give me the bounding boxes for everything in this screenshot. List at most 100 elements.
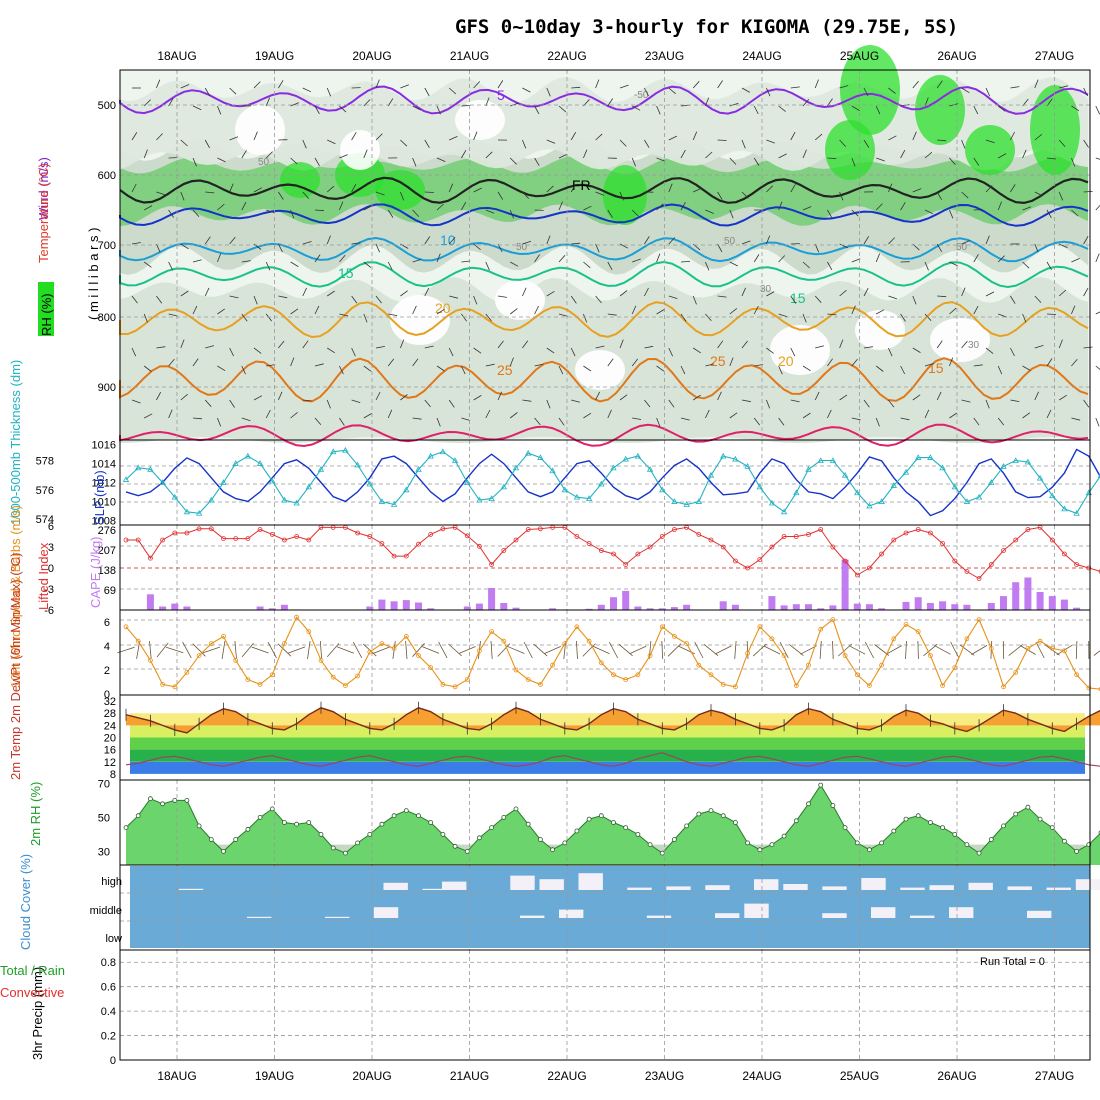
wind-barb [827, 409, 832, 419]
wind-barb [1034, 133, 1043, 141]
wind-barb [644, 236, 650, 245]
rh-point [342, 850, 348, 856]
wind-barb [509, 412, 518, 419]
wind-barb [656, 253, 661, 263]
lifted-index-point [1074, 562, 1079, 567]
cape-bar [805, 604, 812, 610]
wind-barb [473, 295, 478, 305]
wind-barb [790, 131, 796, 141]
wind-speed-point [440, 682, 446, 687]
wind-barb-10m [582, 643, 596, 657]
wind-barb [570, 295, 577, 304]
wind-barb [497, 80, 504, 89]
wind-barb [668, 347, 673, 357]
date-label-bottom: 24AUG [742, 1069, 781, 1083]
wind-barb [912, 394, 921, 401]
wind-barb [387, 209, 394, 218]
wind-speed-point [1013, 670, 1019, 675]
wind-barb [326, 290, 335, 297]
wind-barb [461, 105, 471, 107]
wind-barb [900, 417, 910, 421]
lifted-index-point [696, 532, 702, 537]
wind-barb [583, 149, 588, 159]
pressure-tick-label: 800 [98, 312, 116, 324]
thickness-point [171, 493, 178, 500]
wind-barb-10m [618, 643, 633, 657]
wind-speed-point [598, 660, 604, 666]
wind-barb [729, 102, 739, 107]
lifted-index-point [306, 537, 312, 543]
wind-barb [924, 409, 930, 419]
wind-barb [753, 157, 760, 166]
li-tick-label: 6 [48, 521, 54, 533]
wind-barb [1095, 105, 1100, 115]
wind-barb [326, 235, 331, 245]
rh-point [1013, 811, 1019, 817]
wind-barb [168, 409, 173, 419]
date-label-top: 19AUG [255, 49, 294, 63]
cape-bar [402, 600, 410, 610]
cloud-high-block [578, 873, 603, 890]
thickness-point [451, 457, 459, 463]
wind-tick-label: 2 [104, 665, 110, 677]
wind-barb [827, 261, 833, 270]
slp-tick-label: 1016 [92, 440, 116, 452]
cape-bar [512, 607, 520, 610]
wind-speed-point [562, 641, 568, 646]
wind-barb [644, 345, 654, 349]
wind-barb-10m [490, 640, 493, 660]
precip-ylabel: 3hr Precip (mm) [30, 967, 45, 1060]
thickness-point [427, 452, 434, 459]
cloud-high-block [783, 884, 808, 890]
wind-barb-10m [734, 640, 737, 660]
wind-barb [607, 358, 614, 367]
wind-speed-point [172, 684, 178, 690]
cape-bar [1012, 582, 1020, 610]
wind-barb [1059, 85, 1068, 89]
wind-barb [1095, 157, 1100, 160]
wind-speed-point [793, 683, 799, 688]
thickness-point [951, 483, 958, 490]
cloud-middle-block [646, 915, 672, 918]
wind-barb [485, 209, 495, 214]
wind-barb [522, 340, 529, 349]
lifted-index-point [208, 526, 214, 532]
contour-label: 50 [516, 242, 528, 253]
wind-barb-10m [458, 646, 476, 654]
wind-barb [192, 417, 203, 420]
lifted-index-point [428, 532, 434, 537]
lifted-index-point [598, 548, 604, 553]
thickness-point [281, 496, 288, 503]
rh-point [708, 808, 714, 813]
thickness-point [817, 457, 824, 463]
wind-barb-10m [507, 646, 525, 654]
lifted-index-point [160, 537, 166, 543]
wind-barb-10m [405, 640, 408, 660]
wind-barb [302, 340, 309, 349]
thickness-point [780, 508, 788, 515]
wind-barb [290, 157, 298, 165]
wind-barb [619, 339, 624, 349]
wind-barb [985, 87, 991, 97]
wind-barb [1058, 394, 1068, 401]
lifted-index-point [574, 534, 580, 539]
cloud-high-block [442, 881, 467, 890]
wind-speed-point [318, 658, 324, 663]
wind-barb [143, 365, 152, 372]
wind-barb [302, 87, 312, 93]
wind-barb-10m [1093, 650, 1100, 656]
slp-line [125, 448, 1100, 517]
wind-barb [595, 345, 605, 349]
wind-barb [156, 133, 163, 141]
wind-barb-10m [202, 646, 220, 654]
cape-bar [610, 597, 617, 610]
wind-barb [595, 391, 600, 401]
wind-barb [607, 409, 612, 419]
wind-barb [290, 357, 295, 367]
cloud-middle-block [325, 916, 350, 918]
cape-bar [914, 597, 922, 610]
lifted-index-point [489, 562, 495, 567]
slp-frame [119, 439, 1091, 526]
rh-point [428, 820, 434, 825]
wind-barb [644, 139, 650, 148]
